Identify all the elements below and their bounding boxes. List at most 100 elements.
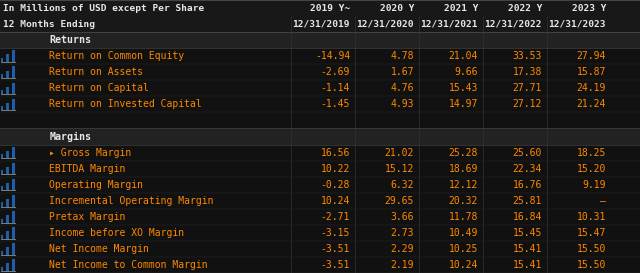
Text: 10.49: 10.49 — [449, 228, 478, 238]
Bar — [0, 225, 640, 241]
Bar — [1, 203, 3, 206]
Bar — [12, 243, 15, 255]
Bar — [6, 151, 9, 158]
Text: -3.51: -3.51 — [321, 244, 350, 254]
Bar — [6, 247, 9, 255]
Text: –: – — [600, 196, 606, 206]
Text: 2023 Y: 2023 Y — [572, 4, 606, 13]
Text: 18.69: 18.69 — [449, 164, 478, 174]
Text: 15.47: 15.47 — [577, 228, 606, 238]
Text: 11.78: 11.78 — [449, 212, 478, 222]
Text: 9.66: 9.66 — [454, 67, 478, 77]
Bar — [1, 170, 3, 174]
Text: 4.76: 4.76 — [390, 83, 414, 93]
Bar — [6, 103, 9, 110]
Text: 2.19: 2.19 — [390, 260, 414, 270]
Text: 21.24: 21.24 — [577, 99, 606, 109]
Text: 9.19: 9.19 — [582, 180, 606, 190]
Bar — [12, 259, 15, 271]
Bar — [0, 129, 640, 144]
Bar — [6, 231, 9, 239]
Text: 10.22: 10.22 — [321, 164, 350, 174]
Text: -1.45: -1.45 — [321, 99, 350, 109]
Text: 12/31/2023: 12/31/2023 — [548, 20, 606, 29]
Bar — [1, 106, 3, 110]
Bar — [1, 90, 3, 94]
Text: 27.94: 27.94 — [577, 51, 606, 61]
Bar — [1, 267, 3, 271]
Bar — [0, 257, 640, 273]
Bar — [0, 80, 640, 96]
Text: 10.25: 10.25 — [449, 244, 478, 254]
Text: 10.24: 10.24 — [321, 196, 350, 206]
Text: 2022 Y: 2022 Y — [508, 4, 542, 13]
Text: 27.12: 27.12 — [513, 99, 542, 109]
Text: Return on Assets: Return on Assets — [49, 67, 143, 77]
Text: 2021 Y: 2021 Y — [444, 4, 478, 13]
Text: Return on Capital: Return on Capital — [49, 83, 149, 93]
Text: -14.94: -14.94 — [315, 51, 350, 61]
Text: 12/31/2022: 12/31/2022 — [484, 20, 542, 29]
Text: 25.81: 25.81 — [513, 196, 542, 206]
Text: Returns: Returns — [49, 35, 92, 45]
Bar — [0, 177, 640, 193]
Text: 3.66: 3.66 — [390, 212, 414, 222]
Bar — [12, 179, 15, 191]
Bar — [12, 163, 15, 174]
Bar — [0, 64, 640, 80]
Text: 20.32: 20.32 — [449, 196, 478, 206]
Bar — [0, 32, 640, 48]
Text: 25.28: 25.28 — [449, 148, 478, 158]
Bar — [1, 186, 3, 191]
Text: 29.65: 29.65 — [385, 196, 414, 206]
Text: 15.87: 15.87 — [577, 67, 606, 77]
Text: 21.04: 21.04 — [449, 51, 478, 61]
Bar — [1, 58, 3, 62]
Text: 18.25: 18.25 — [577, 148, 606, 158]
Bar — [1, 74, 3, 78]
Text: EBITDA Margin: EBITDA Margin — [49, 164, 125, 174]
Text: 2.73: 2.73 — [390, 228, 414, 238]
Bar — [12, 147, 15, 158]
Text: 15.12: 15.12 — [385, 164, 414, 174]
Text: Pretax Margin: Pretax Margin — [49, 212, 125, 222]
Bar — [12, 99, 15, 110]
Text: 4.78: 4.78 — [390, 51, 414, 61]
Bar — [0, 48, 640, 64]
Text: 16.76: 16.76 — [513, 180, 542, 190]
Bar — [12, 51, 15, 62]
Bar — [0, 241, 640, 257]
Bar — [0, 193, 640, 209]
Bar — [6, 263, 9, 271]
Bar — [1, 218, 3, 222]
Text: 4.93: 4.93 — [390, 99, 414, 109]
Text: ▸ Gross Margin: ▸ Gross Margin — [49, 148, 132, 158]
Text: 15.45: 15.45 — [513, 228, 542, 238]
Text: 2020 Y: 2020 Y — [380, 4, 414, 13]
Bar — [6, 183, 9, 191]
Text: 15.41: 15.41 — [513, 260, 542, 270]
Text: 2.29: 2.29 — [390, 244, 414, 254]
Text: -1.14: -1.14 — [321, 83, 350, 93]
Bar — [6, 87, 9, 94]
Bar — [6, 70, 9, 78]
Text: 21.02: 21.02 — [385, 148, 414, 158]
Text: 12 Months Ending: 12 Months Ending — [3, 20, 95, 29]
Text: Return on Invested Capital: Return on Invested Capital — [49, 99, 202, 109]
Text: Net Income to Common Margin: Net Income to Common Margin — [49, 260, 208, 270]
Text: 6.32: 6.32 — [390, 180, 414, 190]
Text: Income before XO Margin: Income before XO Margin — [49, 228, 184, 238]
Bar — [6, 215, 9, 222]
Text: 15.50: 15.50 — [577, 260, 606, 270]
Bar — [1, 235, 3, 239]
Bar — [0, 16, 640, 32]
Text: 16.84: 16.84 — [513, 212, 542, 222]
Bar — [6, 199, 9, 206]
Text: Net Income Margin: Net Income Margin — [49, 244, 149, 254]
Text: 12/31/2019: 12/31/2019 — [292, 20, 350, 29]
Text: 15.41: 15.41 — [513, 244, 542, 254]
Text: -2.69: -2.69 — [321, 67, 350, 77]
Bar — [12, 67, 15, 78]
Bar — [0, 161, 640, 177]
Text: 14.97: 14.97 — [449, 99, 478, 109]
